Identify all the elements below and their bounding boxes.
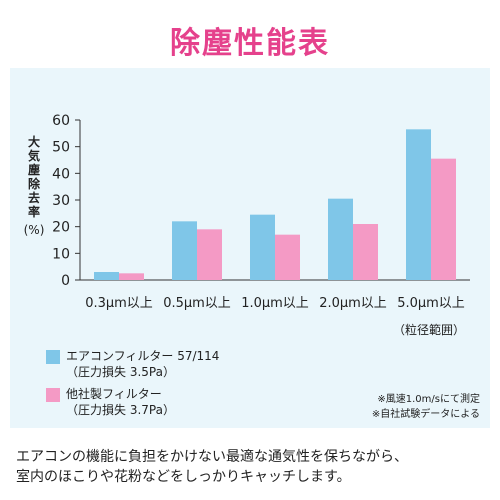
bar-series2 xyxy=(431,158,456,280)
caption-line-2: 室内のほこりや花粉などをしっかりキャッチします。 xyxy=(16,469,351,485)
y-tick-label: 60 xyxy=(52,113,70,129)
y-tick-label: 20 xyxy=(52,220,70,236)
note-in-house-data: ※自社試験データによる xyxy=(371,409,480,420)
caption: エアコンの機能に負担をかけない最適な通気性を保ちながら、 室内のほこりや花粉など… xyxy=(16,447,491,487)
chart-title: 除塵性能表 xyxy=(170,26,330,61)
legend-swatch-series2 xyxy=(46,388,60,402)
x-tick-label: 1.0μm以上 xyxy=(241,296,309,311)
y-tick-label: 30 xyxy=(52,193,70,209)
bar-series1 xyxy=(406,129,431,280)
y-axis-label: 大気塵除去率 (%) xyxy=(23,135,45,237)
legend-swatch-series1 xyxy=(46,350,60,364)
legend-label-series2-line1: 他社製フィルター xyxy=(66,387,162,401)
x-tick-label: 0.5μm以上 xyxy=(163,296,231,311)
y-tick-label: 40 xyxy=(52,166,70,182)
x-tick-label: 5.0μm以上 xyxy=(397,296,465,311)
bar-series1 xyxy=(94,272,119,280)
bar-series2 xyxy=(275,234,300,280)
caption-line-1: エアコンの機能に負担をかけない最適な通気性を保ちながら、 xyxy=(16,449,408,465)
y-tick-label: 50 xyxy=(52,140,70,156)
bar-series2 xyxy=(353,224,378,280)
legend-label-series1-line1: エアコンフィルター 57/114 xyxy=(66,349,220,363)
bar-series2 xyxy=(119,273,144,280)
y-tick-label: 10 xyxy=(52,246,70,262)
bar-series1 xyxy=(172,221,197,280)
bar-series1 xyxy=(328,198,353,280)
y-tick-label: 0 xyxy=(61,273,70,289)
bar-series1 xyxy=(250,214,275,280)
note-wind-speed: ※風速1.0m/sにて測定 xyxy=(377,394,480,405)
x-axis-note: （粒径範囲） xyxy=(393,322,465,337)
legend-label-series1-line2: （圧力損失 3.5Pa） xyxy=(66,365,175,379)
bar-series2 xyxy=(197,229,222,280)
x-tick-label: 2.0μm以上 xyxy=(319,296,387,311)
legend-label-series2-line2: （圧力損失 3.7Pa） xyxy=(66,403,175,417)
x-tick-label: 0.3μm以上 xyxy=(85,296,153,311)
